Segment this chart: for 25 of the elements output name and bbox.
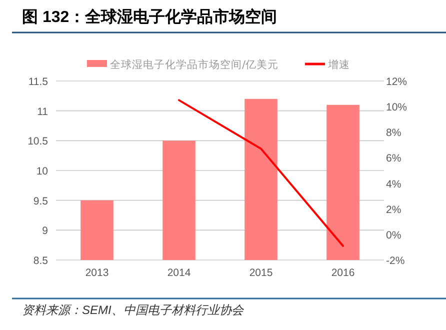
legend-item: 全球湿电子化学品市场空间/亿美元 [87,59,279,71]
x-tick-label: 2013 [85,267,109,279]
y2-tick-label: 8% [386,127,402,140]
y2-tick-label: 10% [386,102,408,114]
x-tick-label: 2016 [331,267,355,279]
y-tick-label: 10 [36,166,48,178]
x-tick-label: 2014 [167,267,191,279]
annotation: 资料来源：SEMI、中国电子材料行业协会 [22,303,244,317]
y2-tick-label: 12% [386,76,408,88]
legend-item: 增速 [305,59,350,71]
y-tick-label: 11 [37,106,48,118]
y-tick-label: 10.5 [28,136,48,148]
x-tick-label: 2015 [249,267,273,279]
y2-tick-label: 4% [386,178,402,190]
y-tick-label: 9.5 [33,195,48,208]
title: 图 132：全球湿电子化学品市场空间 [22,9,278,26]
y2-tick-label: 2% [386,204,402,216]
y2-tick-label: -2% [386,255,405,267]
y-tick-label: 11.5 [28,76,48,88]
y-tick-label: 8.5 [33,255,48,267]
y-tick-label: 9 [42,225,48,238]
y2-tick-label: 0% [386,229,402,242]
y2-tick-label: 6% [386,152,402,165]
legend-label: 增速 [327,58,350,71]
legend-label: 全球湿电子化学品市场空间/亿美元 [110,58,279,71]
